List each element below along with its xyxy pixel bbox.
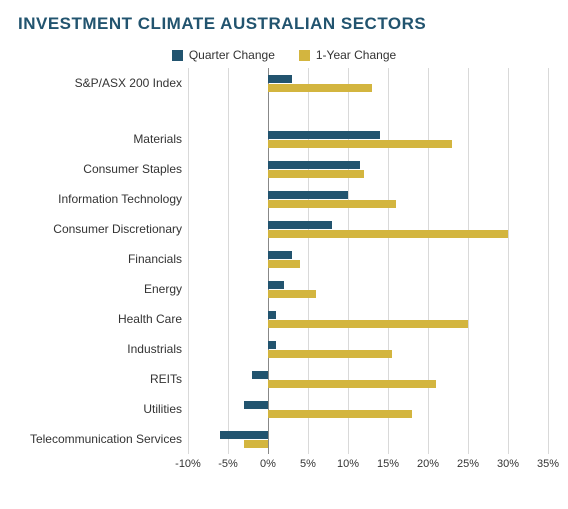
category-label: Information Technology [58, 192, 188, 206]
legend-swatch [172, 50, 183, 61]
x-tick-label: 30% [497, 458, 519, 470]
bar [252, 371, 268, 379]
category-label: Telecommunication Services [30, 432, 188, 446]
category-label: Financials [128, 252, 188, 266]
bar [268, 230, 508, 238]
chart-area: S&P/ASX 200 IndexMaterialsConsumer Stapl… [188, 68, 550, 472]
grid-line [428, 68, 429, 454]
category-label: Utilities [143, 402, 188, 416]
legend-swatch [299, 50, 310, 61]
x-tick-label: 5% [300, 458, 316, 470]
grid-line [548, 68, 549, 454]
x-tick-label: 0% [260, 458, 276, 470]
category-label: Consumer Discretionary [53, 222, 188, 236]
category-label: Materials [133, 132, 188, 146]
bar [220, 431, 268, 439]
plot-area: S&P/ASX 200 IndexMaterialsConsumer Stapl… [188, 68, 548, 454]
grid-line [508, 68, 509, 454]
bar [268, 221, 332, 229]
grid-line [468, 68, 469, 454]
bar [268, 200, 396, 208]
bar [268, 320, 468, 328]
x-tick-label: 20% [417, 458, 439, 470]
chart-container: INVESTMENT CLIMATE AUSTRALIAN SECTORS Qu… [0, 0, 568, 509]
bar [268, 410, 412, 418]
bar [268, 84, 372, 92]
category-label: Consumer Staples [83, 162, 188, 176]
bar [244, 440, 268, 448]
x-tick-label: 15% [377, 458, 399, 470]
grid-line [388, 68, 389, 454]
chart-title: INVESTMENT CLIMATE AUSTRALIAN SECTORS [18, 14, 550, 34]
category-label: REITs [150, 372, 188, 386]
legend-label: Quarter Change [189, 48, 275, 62]
bar [268, 341, 276, 349]
legend-item: Quarter Change [172, 48, 275, 62]
x-tick-label: 25% [457, 458, 479, 470]
bar [268, 290, 316, 298]
bar [268, 311, 276, 319]
bar [268, 191, 348, 199]
bar [268, 380, 436, 388]
bar [268, 131, 380, 139]
legend: Quarter Change 1-Year Change [18, 48, 550, 62]
bar [268, 281, 284, 289]
category-label: Industrials [127, 342, 188, 356]
bar [268, 170, 364, 178]
grid-line [308, 68, 309, 454]
x-tick-label: 10% [337, 458, 359, 470]
grid-line [228, 68, 229, 454]
x-tick-label: 35% [537, 458, 559, 470]
bar [268, 75, 292, 83]
category-label: Energy [144, 282, 188, 296]
bar [268, 350, 392, 358]
category-label: S&P/ASX 200 Index [75, 76, 188, 90]
grid-line [188, 68, 189, 454]
bar [268, 260, 300, 268]
legend-label: 1-Year Change [316, 48, 396, 62]
bar [244, 401, 268, 409]
x-tick-label: -10% [175, 458, 201, 470]
x-axis-ticks: -10%-5%0%5%10%15%20%25%30%35% [188, 454, 548, 472]
bar [268, 161, 360, 169]
grid-line [348, 68, 349, 454]
legend-item: 1-Year Change [299, 48, 396, 62]
bar [268, 251, 292, 259]
x-tick-label: -5% [218, 458, 238, 470]
bar [268, 140, 452, 148]
category-label: Health Care [118, 312, 188, 326]
